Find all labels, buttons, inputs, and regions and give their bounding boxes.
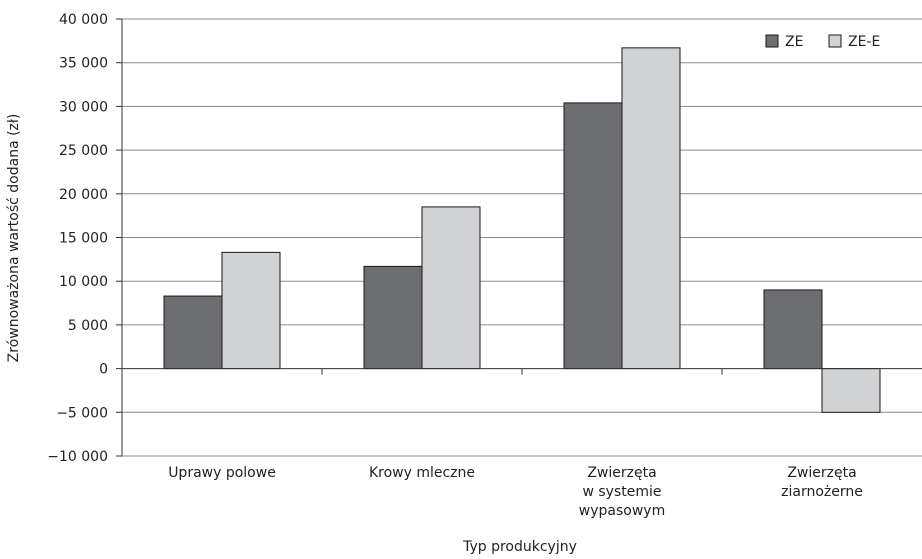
x-category-label-line: Uprawy polowe — [168, 465, 276, 481]
y-tick-label: −5 000 — [56, 405, 108, 421]
x-category-label-line: Zwierzęta — [787, 465, 856, 481]
y-tick-label: 30 000 — [59, 99, 108, 115]
x-category-label-line: w systemie — [582, 484, 661, 500]
legend-swatch-ze — [765, 34, 779, 48]
bar-ze-3 — [763, 289, 823, 370]
y-tick-labels: 40 000 35 000 30 000 25 000 20 000 15 000 10 0… — [47, 12, 108, 465]
bar-ze-e-3 — [821, 368, 881, 413]
legend: ZE ZE-E — [765, 34, 880, 50]
axes — [116, 18, 922, 457]
x-category-labels: Uprawy polowe Krowy mleczne Zwierzęta w sys… — [168, 465, 863, 519]
y-tick-label: 5 000 — [68, 318, 108, 334]
bars — [163, 47, 881, 413]
y-tick-label: 35 000 — [59, 56, 108, 72]
x-category-label-line: wypasowym — [579, 503, 665, 519]
bar-ze-1 — [363, 265, 423, 370]
y-tick-label: 10 000 — [59, 274, 108, 290]
x-category-label-line: ziarnożerne — [781, 484, 863, 500]
bar-ze-2 — [563, 102, 623, 370]
legend-label-ze: ZE — [785, 34, 803, 50]
y-tick-label: 40 000 — [59, 12, 108, 28]
y-tick-label: −10 000 — [47, 449, 108, 465]
x-category-label: Zwierzęta ziarnożerne — [781, 465, 863, 500]
x-category-label: Uprawy polowe — [168, 465, 276, 481]
x-category-label: Krowy mleczne — [369, 465, 475, 481]
x-axis-title: Typ produkcyjny — [462, 539, 577, 555]
y-axis-title: Zrównoważona wartość dodana (zł) — [6, 114, 22, 363]
x-category-label: Zwierzęta w systemie wypasowym — [579, 465, 665, 519]
x-category-label-line: Krowy mleczne — [369, 465, 475, 481]
y-tick-label: 15 000 — [59, 231, 108, 247]
bar-ze-0 — [163, 295, 223, 370]
x-category-label-line: Zwierzęta — [587, 465, 656, 481]
y-tick-label: 0 — [99, 362, 108, 378]
bar-ze-e-1 — [421, 206, 481, 370]
bar-ze-e-2 — [621, 47, 681, 370]
y-tick-label: 20 000 — [59, 187, 108, 203]
bar-ze-e-0 — [221, 251, 281, 370]
legend-swatch-ze-e — [828, 34, 842, 48]
y-tick-label: 25 000 — [59, 143, 108, 159]
grid-lines — [122, 18, 922, 457]
legend-label-ze-e: ZE-E — [848, 34, 880, 50]
